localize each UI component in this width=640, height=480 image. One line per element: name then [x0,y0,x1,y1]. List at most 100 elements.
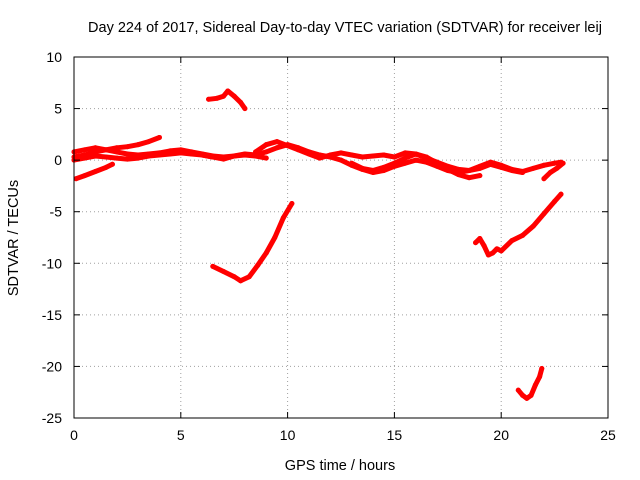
y-tick-label: -5 [50,204,63,220]
data-point [560,160,566,166]
y-tick-label: -15 [42,307,62,323]
data-point [485,252,491,258]
data-point [253,149,259,155]
data-point [199,152,205,158]
x-tick-label: 10 [280,427,296,443]
data-point [210,154,216,160]
data-point [413,151,419,157]
y-tick-label: -20 [42,358,62,374]
data-point [338,157,344,163]
data-point [285,143,291,149]
data-point [537,374,543,380]
data-point [554,165,560,171]
data-point [494,246,500,252]
x-tick-label: 0 [70,427,78,443]
data-point [359,165,365,171]
data-point [520,392,526,398]
data-point [92,153,98,159]
series-trace-5 [206,88,248,112]
data-point [263,149,269,155]
data-point [370,167,376,173]
data-point [114,149,120,155]
series-trace-12 [541,160,566,182]
data-point [338,150,344,156]
data-point [381,164,387,170]
data-point [370,153,376,159]
data-point [515,387,521,393]
data-point [274,139,280,145]
x-axis-label: GPS time / hours [285,458,395,474]
data-point [381,152,387,158]
data-point [477,236,483,242]
data-point [530,165,536,171]
data-point [391,160,397,166]
data-point [445,166,451,172]
data-point [82,173,88,179]
data-point [156,134,162,140]
data-point [246,274,252,280]
series-trace-3 [71,150,216,163]
data-point [466,167,472,173]
series-trace-11 [515,365,545,401]
data-point [263,155,269,161]
data-point [92,145,98,151]
data-point [349,160,355,166]
data-point [156,152,162,158]
data-point [231,93,237,99]
data-point [455,172,461,178]
data-point [255,262,261,268]
data-point [92,149,98,155]
data-point [280,215,286,221]
data-point [263,250,269,256]
data-point [402,160,408,166]
data-point [167,151,173,157]
data-point [135,155,141,161]
data-point [327,152,333,158]
y-tick-label: 10 [46,49,62,65]
data-point [423,154,429,160]
data-point [124,151,130,157]
data-point [466,175,472,181]
data-point [178,150,184,156]
plot-data [71,88,566,401]
data-point [558,191,564,197]
data-point [477,173,483,179]
data-point [552,160,558,166]
data-point [231,153,237,159]
y-tick-label: 0 [54,152,62,168]
data-point [509,238,515,244]
data-point [124,156,130,162]
data-point [146,153,152,159]
data-point [541,211,547,217]
data-point [225,88,231,94]
x-tick-label: 15 [387,427,403,443]
ticks: 0 5 10 15 20 25 -25 -20 -15 -10 -5 0 5 10 [42,49,616,443]
data-point [481,243,487,249]
data-point [242,106,248,112]
series-trace-6 [210,200,295,284]
chart-title: Day 224 of 2017, Sidereal Day-to-day VTE… [88,20,602,36]
y-tick-label: -25 [42,410,62,426]
data-point [541,162,547,168]
data-point [391,154,397,160]
data-point [221,269,227,275]
data-point [455,166,461,172]
data-point [135,142,141,148]
series-trace-9 [349,151,483,181]
data-point [402,150,408,156]
series-trace-1 [71,134,162,160]
data-point [231,274,237,280]
data-point [528,392,534,398]
data-point [214,95,220,101]
data-point [272,235,278,240]
data-point [103,164,109,170]
data-point [359,154,365,160]
data-point [188,151,194,157]
data-point [509,167,515,173]
data-point [82,147,88,153]
data-point [263,142,269,148]
data-point [114,145,120,151]
data-point [490,250,496,256]
data-point [124,144,130,150]
